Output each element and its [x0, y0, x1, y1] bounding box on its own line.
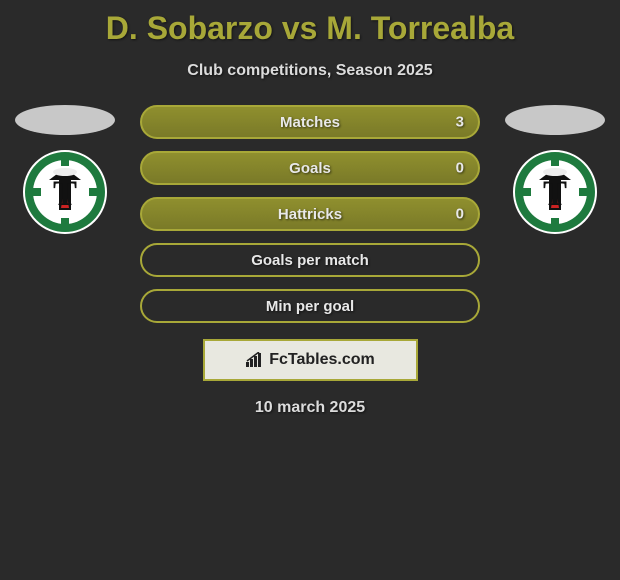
stat-right-value: 0	[456, 206, 464, 223]
stat-right-value: 3	[456, 114, 464, 131]
subtitle: Club competitions, Season 2025	[0, 62, 620, 80]
club-badge-right: T	[513, 150, 597, 234]
stat-label: Min per goal	[266, 298, 354, 315]
page-title: D. Sobarzo vs M. Torrealba	[0, 0, 620, 47]
stat-row-goals: Goals 0	[140, 151, 480, 185]
avatar-placeholder-right	[505, 105, 605, 135]
club-badge-left-icon: T	[23, 150, 107, 234]
stat-row-hattricks: Hattricks 0	[140, 197, 480, 231]
avatar-placeholder-left	[15, 105, 115, 135]
stat-row-matches: Matches 3	[140, 105, 480, 139]
stat-row-goals-per-match: Goals per match	[140, 243, 480, 277]
club-badge-left: T	[23, 150, 107, 234]
date-line: 10 march 2025	[0, 399, 620, 417]
stat-right-value: 0	[456, 160, 464, 177]
stat-label: Matches	[280, 114, 340, 131]
club-badge-right-icon: T	[513, 150, 597, 234]
brand-text: FcTables.com	[269, 351, 375, 369]
chart-icon	[245, 352, 265, 368]
stat-label: Goals per match	[251, 252, 369, 269]
stat-row-min-per-goal: Min per goal	[140, 289, 480, 323]
svg-text:T: T	[53, 173, 77, 213]
player-right-column: T	[505, 105, 605, 234]
player-left-column: T	[15, 105, 115, 234]
comparison-section: T Matches 3 Goals 0 Hattricks 0 Goals pe…	[0, 105, 620, 323]
svg-text:T: T	[543, 173, 567, 213]
stats-column: Matches 3 Goals 0 Hattricks 0 Goals per …	[140, 105, 480, 323]
stat-label: Goals	[289, 160, 331, 177]
brand-badge: FcTables.com	[203, 339, 418, 381]
stat-label: Hattricks	[278, 206, 342, 223]
